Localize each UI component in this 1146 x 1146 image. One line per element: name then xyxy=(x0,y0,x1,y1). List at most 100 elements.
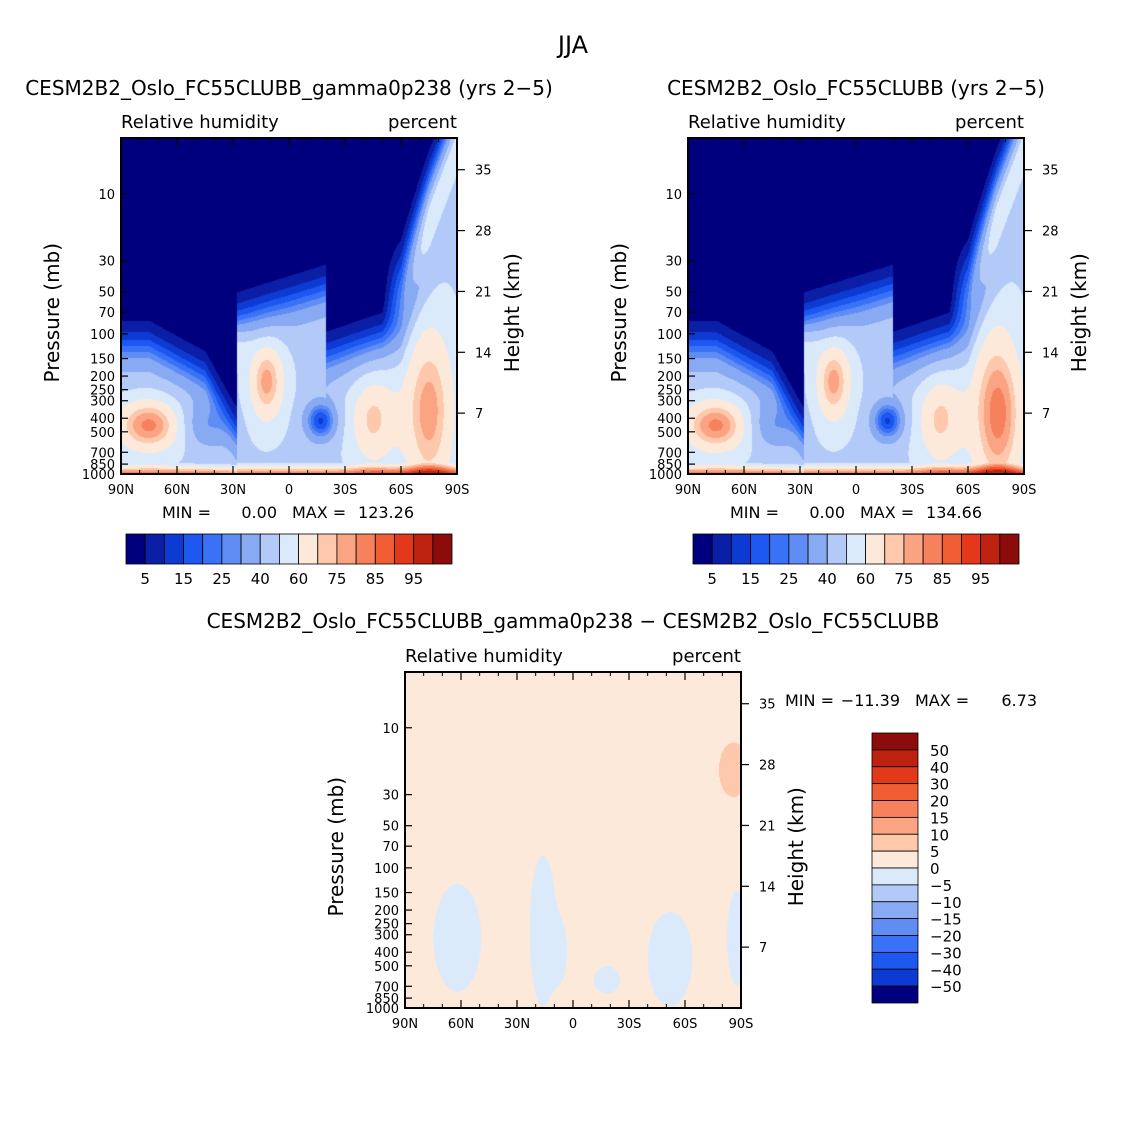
min-value: −11.39 xyxy=(841,691,900,710)
colorbar-label: −20 xyxy=(930,928,962,946)
y-tick-label: 700 xyxy=(657,446,682,461)
variable-label: Relative humidity xyxy=(688,112,846,133)
colorbar-label: 75 xyxy=(894,570,913,588)
y-tick-label: 400 xyxy=(90,412,115,427)
y-tick-label: 200 xyxy=(374,904,399,919)
colorbar-bin xyxy=(871,783,919,801)
field-plot-area xyxy=(405,672,741,1008)
colorbar-bin xyxy=(730,533,751,565)
y2-tick-label: 35 xyxy=(759,698,776,713)
y-tick-label: 1000 xyxy=(649,468,682,483)
colorbar-bin xyxy=(355,533,376,565)
y-tick-label: 100 xyxy=(657,328,682,343)
colorbar-bin xyxy=(871,901,919,920)
y2-axis-label: Height (km) xyxy=(784,787,808,906)
contour-field xyxy=(121,138,457,474)
colorbar-bin xyxy=(750,533,771,565)
y-tick-label: 700 xyxy=(90,446,115,461)
colorbar-label: 0 xyxy=(930,860,940,878)
max-value: 123.26 xyxy=(358,503,414,522)
colorbar-bin xyxy=(298,533,319,565)
y2-tick-label: 21 xyxy=(759,819,776,834)
colorbar-bin xyxy=(871,867,919,886)
y-tick-label: 300 xyxy=(657,395,682,410)
colorbar-bin xyxy=(871,968,919,987)
y-axis-label: Pressure (mb) xyxy=(40,243,64,383)
y-tick-label: 250 xyxy=(657,384,682,399)
y-tick-label: 70 xyxy=(98,306,115,321)
colorbar-label: 5 xyxy=(930,843,940,861)
colorbar-label: −10 xyxy=(930,894,962,912)
y2-axis-label: Height (km) xyxy=(500,253,524,372)
y-tick-label: 50 xyxy=(665,286,682,301)
units-label: percent xyxy=(672,646,741,667)
y-tick-label: 300 xyxy=(90,395,115,410)
y2-tick-label: 21 xyxy=(475,285,492,300)
y-tick-label: 150 xyxy=(374,887,399,902)
panel-title: CESM2B2_Oslo_FC55CLUBB (yrs 2−5) xyxy=(667,76,1045,100)
colorbar-bin xyxy=(871,935,919,953)
x-tick-label: 30N xyxy=(220,483,246,498)
y2-tick-label: 28 xyxy=(475,225,492,240)
units-label: percent xyxy=(955,112,1024,133)
min-value: 0.00 xyxy=(809,503,845,522)
y-tick-label: 250 xyxy=(374,918,399,933)
colorbar-bin xyxy=(871,884,919,903)
colorbar-label: 95 xyxy=(404,570,423,588)
colorbar-label: 60 xyxy=(289,570,308,588)
max-label: MAX = xyxy=(860,503,914,522)
colorbar-bin xyxy=(922,533,943,565)
colorbar-label: 20 xyxy=(930,793,949,811)
y-tick-label: 850 xyxy=(657,458,682,473)
colorbar-bin xyxy=(871,850,919,869)
y-tick-label: 150 xyxy=(657,353,682,368)
colorbar-bin xyxy=(240,533,261,565)
y-tick-label: 10 xyxy=(665,188,682,203)
y2-tick-label: 28 xyxy=(759,759,776,774)
colorbar-label: −30 xyxy=(930,944,962,962)
colorbar-bin xyxy=(788,533,809,565)
colorbar-bin xyxy=(865,533,886,565)
colorbar-label: 85 xyxy=(933,570,952,588)
x-tick-label: 90N xyxy=(675,483,701,498)
y-tick-label: 700 xyxy=(374,980,399,995)
y2-tick-label: 28 xyxy=(1042,225,1059,240)
colorbar-bin xyxy=(846,533,866,565)
colorbar-label: 10 xyxy=(930,826,949,844)
x-tick-label: 60N xyxy=(731,483,757,498)
colorbar-bin xyxy=(903,533,924,565)
max-label: MAX = xyxy=(915,691,969,710)
x-tick-label: 30S xyxy=(617,1017,642,1032)
y-tick-label: 200 xyxy=(657,370,682,385)
colorbar-bin xyxy=(125,533,146,565)
colorbar-bin xyxy=(871,749,919,768)
variable-label: Relative humidity xyxy=(405,646,563,667)
y-tick-label: 200 xyxy=(90,370,115,385)
colorbar-bin xyxy=(259,533,280,565)
x-tick-label: 0 xyxy=(569,1017,577,1032)
min-label: MIN = xyxy=(785,691,834,710)
field-plot-area xyxy=(688,138,1024,474)
y2-tick-label: 35 xyxy=(475,164,492,179)
y2-tick-label: 14 xyxy=(759,880,776,895)
max-value: 134.66 xyxy=(926,503,982,522)
y-tick-label: 50 xyxy=(382,820,399,835)
colorbar-bin xyxy=(692,533,713,565)
colorbar-label: 25 xyxy=(779,570,798,588)
y-tick-label: 30 xyxy=(665,255,682,270)
colorbar-bin xyxy=(871,766,919,785)
colorbar-bin xyxy=(999,533,1020,565)
colorbar-bin xyxy=(769,533,790,565)
y2-tick-label: 14 xyxy=(475,346,492,361)
figure-title: JJA xyxy=(556,31,589,59)
colorbar-bin xyxy=(374,533,395,565)
variable-label: Relative humidity xyxy=(121,112,279,133)
y-tick-label: 500 xyxy=(90,426,115,441)
x-tick-label: 90N xyxy=(392,1017,418,1032)
y-tick-label: 300 xyxy=(374,929,399,944)
colorbar-bin xyxy=(183,533,204,565)
colorbar-bin xyxy=(980,533,1001,565)
y-tick-label: 850 xyxy=(374,992,399,1007)
colorbar-label: 40 xyxy=(818,570,837,588)
colorbar-bin xyxy=(871,951,919,970)
